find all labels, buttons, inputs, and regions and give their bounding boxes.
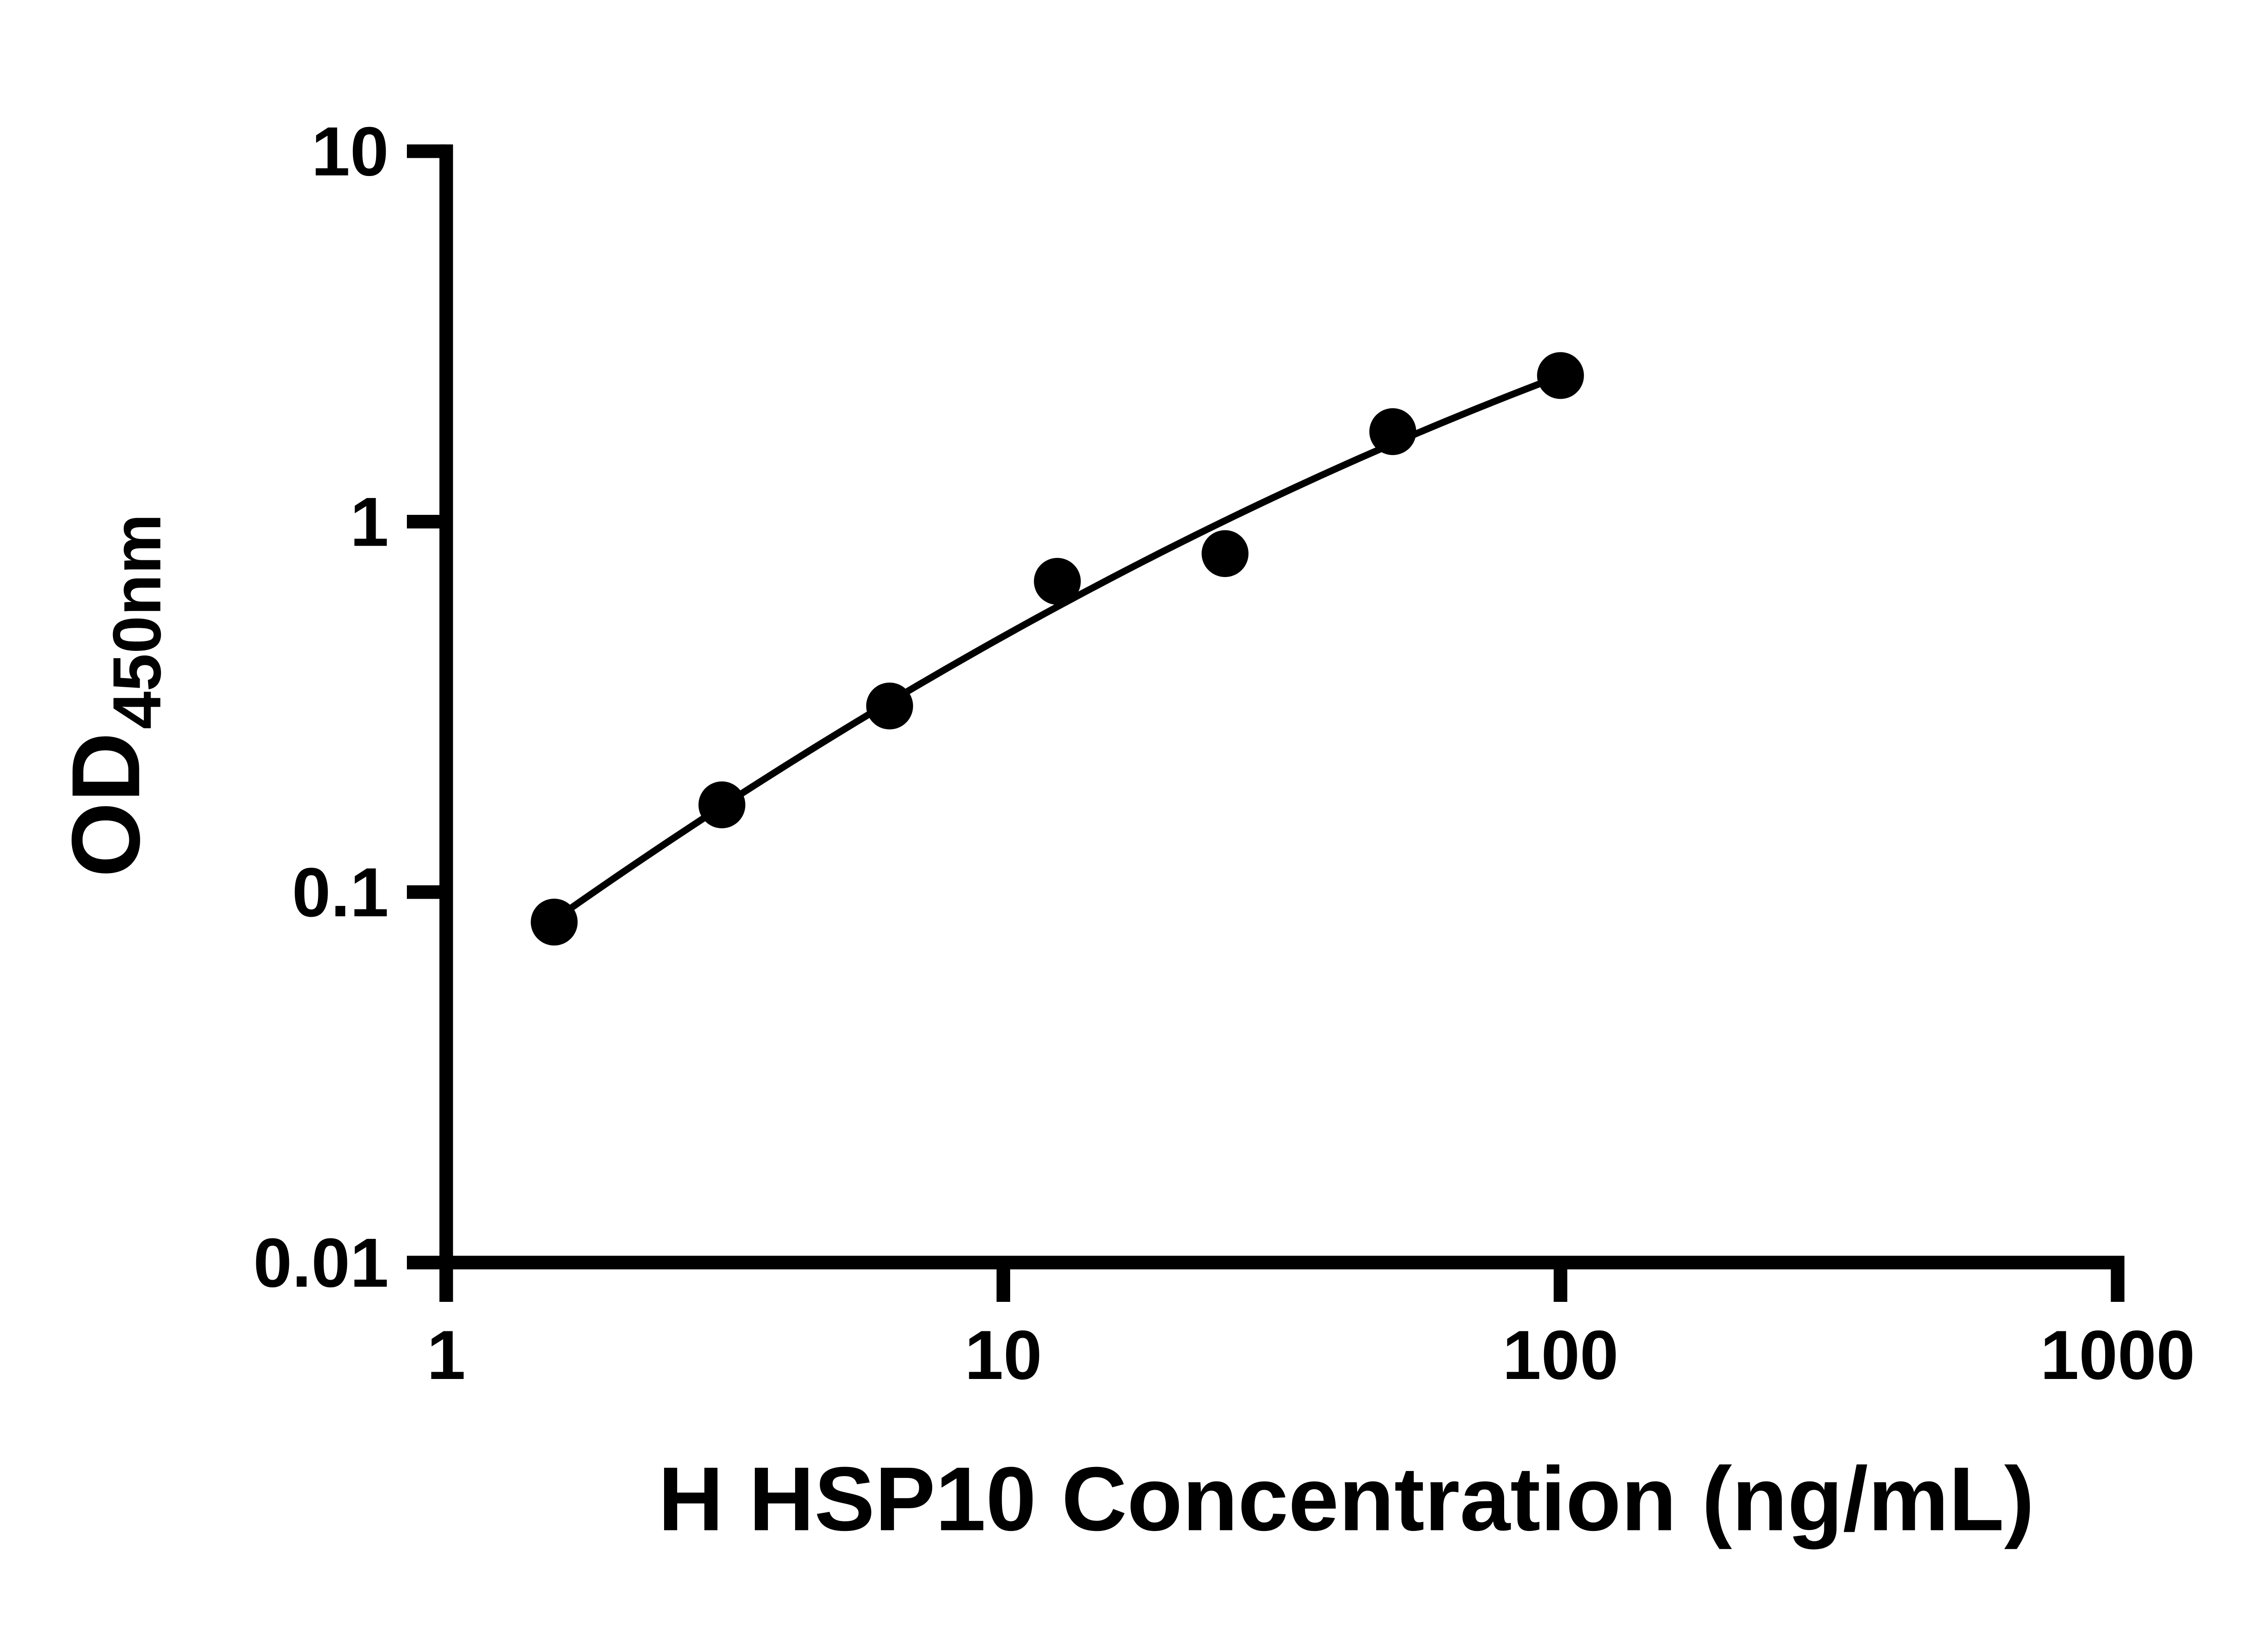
y-axis-label-main: OD xyxy=(52,732,160,877)
data-point-marker xyxy=(866,682,913,730)
x-tick-label: 10 xyxy=(965,1316,1042,1394)
x-tick-label: 1 xyxy=(427,1316,465,1394)
y-tick-label: 1 xyxy=(350,483,389,561)
standard-curve-line xyxy=(552,372,1562,923)
fit-curve xyxy=(552,372,1562,923)
data-point-marker xyxy=(531,899,578,946)
data-point-marker xyxy=(698,781,746,828)
data-point-marker xyxy=(1034,557,1081,605)
y-tick-label: 10 xyxy=(311,113,389,191)
y-tick-label: 0.01 xyxy=(253,1224,389,1302)
axis-tick-labels: 1 10 100 1000 0.01 0.1 1 10 xyxy=(253,113,2195,1394)
axis-spines xyxy=(439,144,2125,1270)
axes xyxy=(439,144,2125,1270)
x-axis-label: H HSP10 Concentration (ng/mL) xyxy=(658,1448,2034,1550)
x-tick-label: 1000 xyxy=(2040,1316,2195,1394)
data-point-marker xyxy=(1202,530,1249,577)
axis-ticks xyxy=(407,144,2125,1302)
data-point-marker xyxy=(1537,352,1584,399)
data-points xyxy=(531,352,1584,946)
x-tick-label: 100 xyxy=(1502,1316,1618,1394)
data-point-marker xyxy=(1369,408,1417,455)
y-axis-label-subscript: 450nm xyxy=(98,513,175,729)
y-tick-label: 0.1 xyxy=(292,854,389,931)
y-axis-label: OD450nm xyxy=(52,513,175,877)
